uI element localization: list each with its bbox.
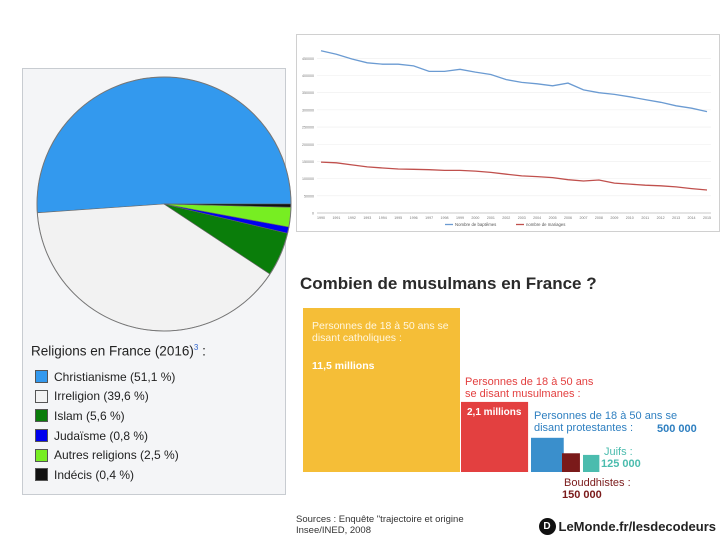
lemonde-brand-text: LeMonde.fr/lesdecodeurs xyxy=(558,519,716,534)
y-tick-label: 50000 xyxy=(304,194,314,198)
pie-title-colon: : xyxy=(202,343,206,359)
x-tick-label: 1992 xyxy=(348,216,356,220)
series-line xyxy=(320,161,708,191)
x-tick-label: 1993 xyxy=(363,216,371,220)
bar-block xyxy=(303,308,460,472)
x-tick-label: 1996 xyxy=(410,216,418,220)
bouddhistes-value: 150 000 xyxy=(562,489,602,501)
pie-outline xyxy=(36,76,292,332)
pie-chart xyxy=(36,76,292,332)
x-tick-label: 2013 xyxy=(672,216,680,220)
legend-label: Islam (5,6 %) xyxy=(54,408,125,423)
x-tick-label: 2015 xyxy=(703,216,711,220)
juifs-label: Juifs : xyxy=(604,446,633,458)
bar-block xyxy=(461,401,529,472)
catholiques-value: 11,5 millions xyxy=(312,360,375,372)
legend-label: Judaïsme (0,8 %) xyxy=(54,428,149,443)
line-chart: 450000 400000 350000 300000 250000 200000 1500… xyxy=(302,50,711,227)
y-tick-label: 150000 xyxy=(302,160,314,164)
legend-label: Indécis (0,4 %) xyxy=(54,467,135,482)
legend-swatch xyxy=(35,448,48,462)
bar-source: Sources : Enquête "trajectoire et origin… xyxy=(296,514,464,536)
lemonde-logo-icon: D xyxy=(538,518,556,535)
legend-swatch xyxy=(35,370,48,384)
x-tick-label: 1990 xyxy=(317,216,325,220)
legend-swatch xyxy=(35,409,48,423)
legend-swatch xyxy=(35,468,48,482)
footnote-ref-link[interactable]: 3 xyxy=(193,343,199,352)
legend-item: Islam (5,6 %) xyxy=(35,406,179,426)
y-tick-label: 200000 xyxy=(302,143,314,147)
x-tick-label: 2014 xyxy=(688,216,696,220)
source-line-1: Sources : Enquête "trajectoire et origin… xyxy=(296,514,464,525)
legend-swatch xyxy=(35,389,48,403)
x-tick-label: 2001 xyxy=(487,216,495,220)
legend-label: Autres religions (2,5 %) xyxy=(54,448,179,463)
x-tick-label: 2007 xyxy=(579,216,587,220)
bar-block xyxy=(531,437,564,472)
legend-item: Judaïsme (0,8 %) xyxy=(35,426,179,446)
source-line-2: Insee/INED, 2008 xyxy=(296,525,371,536)
y-tick-label: 250000 xyxy=(302,126,314,130)
bar-chart xyxy=(303,308,600,472)
musulmans-value: 2,1 millions xyxy=(467,407,522,418)
x-tick-label: 1997 xyxy=(425,216,433,220)
x-tick-label: 1999 xyxy=(456,216,464,220)
x-tick-label: 2010 xyxy=(626,216,634,220)
juifs-value: 125 000 xyxy=(601,458,641,470)
x-tick-label: 2011 xyxy=(641,216,649,220)
legend-label: Irreligion (39,6 %) xyxy=(54,389,149,404)
pie-chart-title: Religions en France (2016)3 : xyxy=(31,343,206,359)
x-tick-label: 1995 xyxy=(394,216,402,220)
pie-chart-panel: Religions en France (2016)3 : Christiani… xyxy=(22,68,292,495)
x-tick-label: 2000 xyxy=(471,216,479,220)
x-tick-label: 2012 xyxy=(657,216,665,220)
legend-label: nombre de mariages xyxy=(526,222,565,227)
series-line xyxy=(320,50,708,113)
musulmans-label: Personnes de 18 à 50 ans se disant musul… xyxy=(465,376,594,400)
x-tick-label: 1998 xyxy=(441,216,449,220)
line-chart-panel: 450000 400000 350000 300000 250000 200000 1500… xyxy=(296,34,720,232)
x-tick-label: 2006 xyxy=(564,216,572,220)
y-tick-label: 300000 xyxy=(302,108,314,112)
x-tick-label: 2009 xyxy=(610,216,618,220)
legend-label: Nombre de baptêmes xyxy=(455,222,496,227)
y-tick-label: 450000 xyxy=(302,57,314,61)
bar-chart-panel: Combien de musulmans en France ? Personn… xyxy=(294,266,720,540)
bar-chart-title: Combien de musulmans en France ? xyxy=(300,274,597,293)
pie-legend: Christianisme (51,1 %) Irreligion (39,6 %… xyxy=(35,367,179,485)
legend-swatch xyxy=(35,429,48,443)
legend-item: Indécis (0,4 %) xyxy=(35,465,179,485)
y-tick-label: 100000 xyxy=(302,177,314,181)
legend-item: Irreligion (39,6 %) xyxy=(35,387,179,407)
x-tick-label: 2004 xyxy=(533,216,541,220)
legend-item: Autres religions (2,5 %) xyxy=(35,445,179,465)
catholiques-label: Personnes de 18 à 50 ans se disant catho… xyxy=(312,320,449,344)
pie-slice xyxy=(36,76,292,214)
legend-item: Christianisme (51,1 %) xyxy=(35,367,179,387)
y-tick-label: 350000 xyxy=(302,91,314,95)
x-tick-label: 2005 xyxy=(549,216,557,220)
x-tick-label: 1994 xyxy=(379,216,387,220)
lemonde-brand[interactable]: D LeMonde.fr/lesdecodeurs xyxy=(538,518,716,535)
protestants-label: Personnes de 18 à 50 ans se disant prote… xyxy=(534,410,678,434)
x-tick-label: 2008 xyxy=(595,216,603,220)
protestants-value: 500 000 xyxy=(657,423,697,435)
x-tick-label: 2003 xyxy=(518,216,526,220)
pie-title-text: Religions en France (2016) xyxy=(31,343,194,359)
y-tick-label: 0 xyxy=(312,212,314,216)
y-tick-label: 400000 xyxy=(302,74,314,78)
bar-block xyxy=(583,454,600,472)
x-tick-label: 2002 xyxy=(502,216,510,220)
legend-label: Christianisme (51,1 %) xyxy=(54,369,176,384)
x-tick-label: 1991 xyxy=(332,216,340,220)
bar-block xyxy=(562,453,580,472)
bouddhistes-label: Bouddhistes : xyxy=(564,477,631,489)
